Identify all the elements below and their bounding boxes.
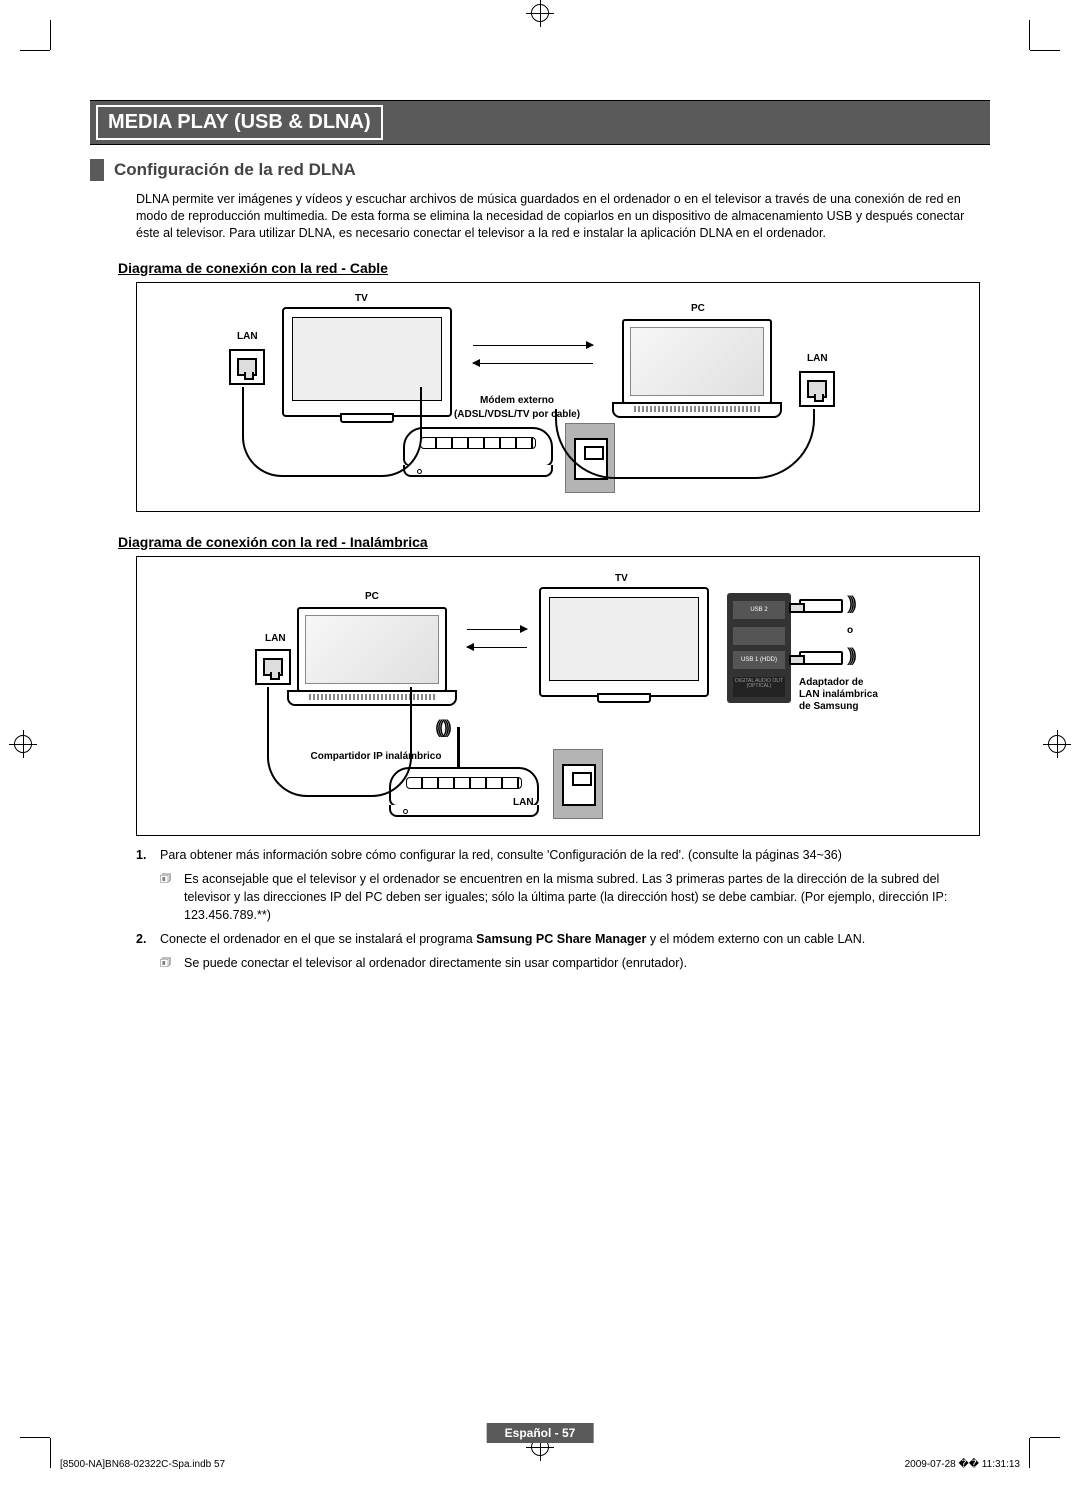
print-timestamp: 2009-07-28 �� 11:31:13: [905, 1459, 1020, 1470]
wall-outlet-icon: [553, 749, 603, 819]
pc-label: PC: [365, 591, 379, 602]
intro-paragraph: DLNA permite ver imágenes y vídeos y esc…: [136, 191, 980, 242]
note-icon: 🗊: [160, 954, 176, 972]
tv-label: TV: [615, 573, 628, 584]
pc-label: PC: [691, 303, 705, 314]
registration-mark-icon: [531, 4, 549, 22]
page-footer: Español - 57: [487, 1425, 594, 1440]
note-number: 1.: [136, 846, 152, 864]
wifi-waves-icon: ))): [847, 593, 853, 614]
page-number: Español - 57: [487, 1423, 594, 1443]
cable-icon: [267, 687, 412, 797]
wifi-waves-icon: ))): [847, 645, 853, 666]
heading-accent-icon: [90, 159, 104, 181]
lan-label: LAN: [265, 633, 286, 644]
note-subitem: 🗊 Se puede conectar el televisor al orde…: [160, 954, 980, 972]
tv-label: TV: [355, 293, 368, 304]
diagram-wireless-heading: Diagrama de conexión con la red - Inalám…: [118, 534, 990, 550]
arrow-icon: [473, 345, 593, 346]
diagram-wireless: PC LAN TV Compartidor IP inalámbrico (((…: [136, 556, 980, 836]
cable-icon: [555, 409, 815, 479]
note-text: Conecte el ordenador en el que se instal…: [160, 930, 865, 948]
lan-port-icon: [799, 371, 835, 407]
note-item: 2. Conecte el ordenador en el que se ins…: [136, 930, 980, 948]
usb-adapter-icon: [799, 599, 843, 613]
note-text: Para obtener más información sobre cómo …: [160, 846, 842, 864]
diagram-cable: TV LAN PC LAN Módem externo (ADSL/VDSL/T…: [136, 282, 980, 512]
notes-list: 1. Para obtener más información sobre có…: [136, 846, 980, 973]
arrow-icon: [467, 647, 527, 648]
usb-adapter-icon: [799, 651, 843, 665]
note-item: 1. Para obtener más información sobre có…: [136, 846, 980, 864]
lan-port-icon: [229, 349, 265, 385]
usb-slot-label: USB 2: [733, 601, 785, 619]
page-content: MEDIA PLAY (USB & DLNA) Configuración de…: [90, 100, 990, 1408]
adapter-label: de Samsung: [799, 701, 858, 712]
optical-label: DIGITAL AUDIO OUT (OPTICAL): [733, 677, 785, 697]
print-file: [8500-NA]BN68-02322C-Spa.indb 57: [60, 1459, 225, 1470]
modem-label: Módem externo: [447, 395, 587, 406]
print-footer: [8500-NA]BN68-02322C-Spa.indb 57 2009-07…: [60, 1459, 1020, 1470]
adapter-label: LAN inalámbrica: [799, 689, 878, 700]
or-label: o: [847, 625, 853, 636]
usb-slot-label: USB 1 (HDD): [733, 651, 785, 669]
lan-label: LAN: [513, 797, 534, 808]
arrow-icon: [473, 363, 593, 364]
tv-icon: [539, 587, 709, 697]
modem-icon: [403, 427, 553, 467]
note-subitem: 🗊 Es aconsejable que el televisor y el o…: [160, 870, 980, 924]
cable-icon: [242, 387, 422, 477]
section-title: Configuración de la red DLNA: [114, 160, 356, 180]
lan-label: LAN: [237, 331, 258, 342]
usb-slot-label: [733, 627, 785, 645]
note-text: Se puede conectar el televisor al ordena…: [184, 954, 687, 972]
antenna-icon: [457, 727, 460, 767]
lan-port-icon: [255, 649, 291, 685]
lan-label: LAN: [807, 353, 828, 364]
laptop-icon: [612, 319, 782, 418]
adapter-label: Adaptador de: [799, 677, 863, 688]
registration-mark-icon: [1048, 735, 1066, 753]
wifi-waves-icon: ((( ))): [435, 717, 448, 738]
section-heading: Configuración de la red DLNA: [90, 159, 990, 181]
registration-mark-icon: [14, 735, 32, 753]
diagram-cable-heading: Diagrama de conexión con la red - Cable: [118, 260, 990, 276]
chapter-title-bar: MEDIA PLAY (USB & DLNA): [90, 100, 990, 145]
chapter-title: MEDIA PLAY (USB & DLNA): [96, 105, 383, 140]
note-icon: 🗊: [160, 870, 176, 924]
note-text: Es aconsejable que el televisor y el ord…: [184, 870, 980, 924]
note-number: 2.: [136, 930, 152, 948]
arrow-icon: [467, 629, 527, 630]
usb-panel-icon: USB 2 USB 1 (HDD) DIGITAL AUDIO OUT (OPT…: [727, 593, 791, 703]
